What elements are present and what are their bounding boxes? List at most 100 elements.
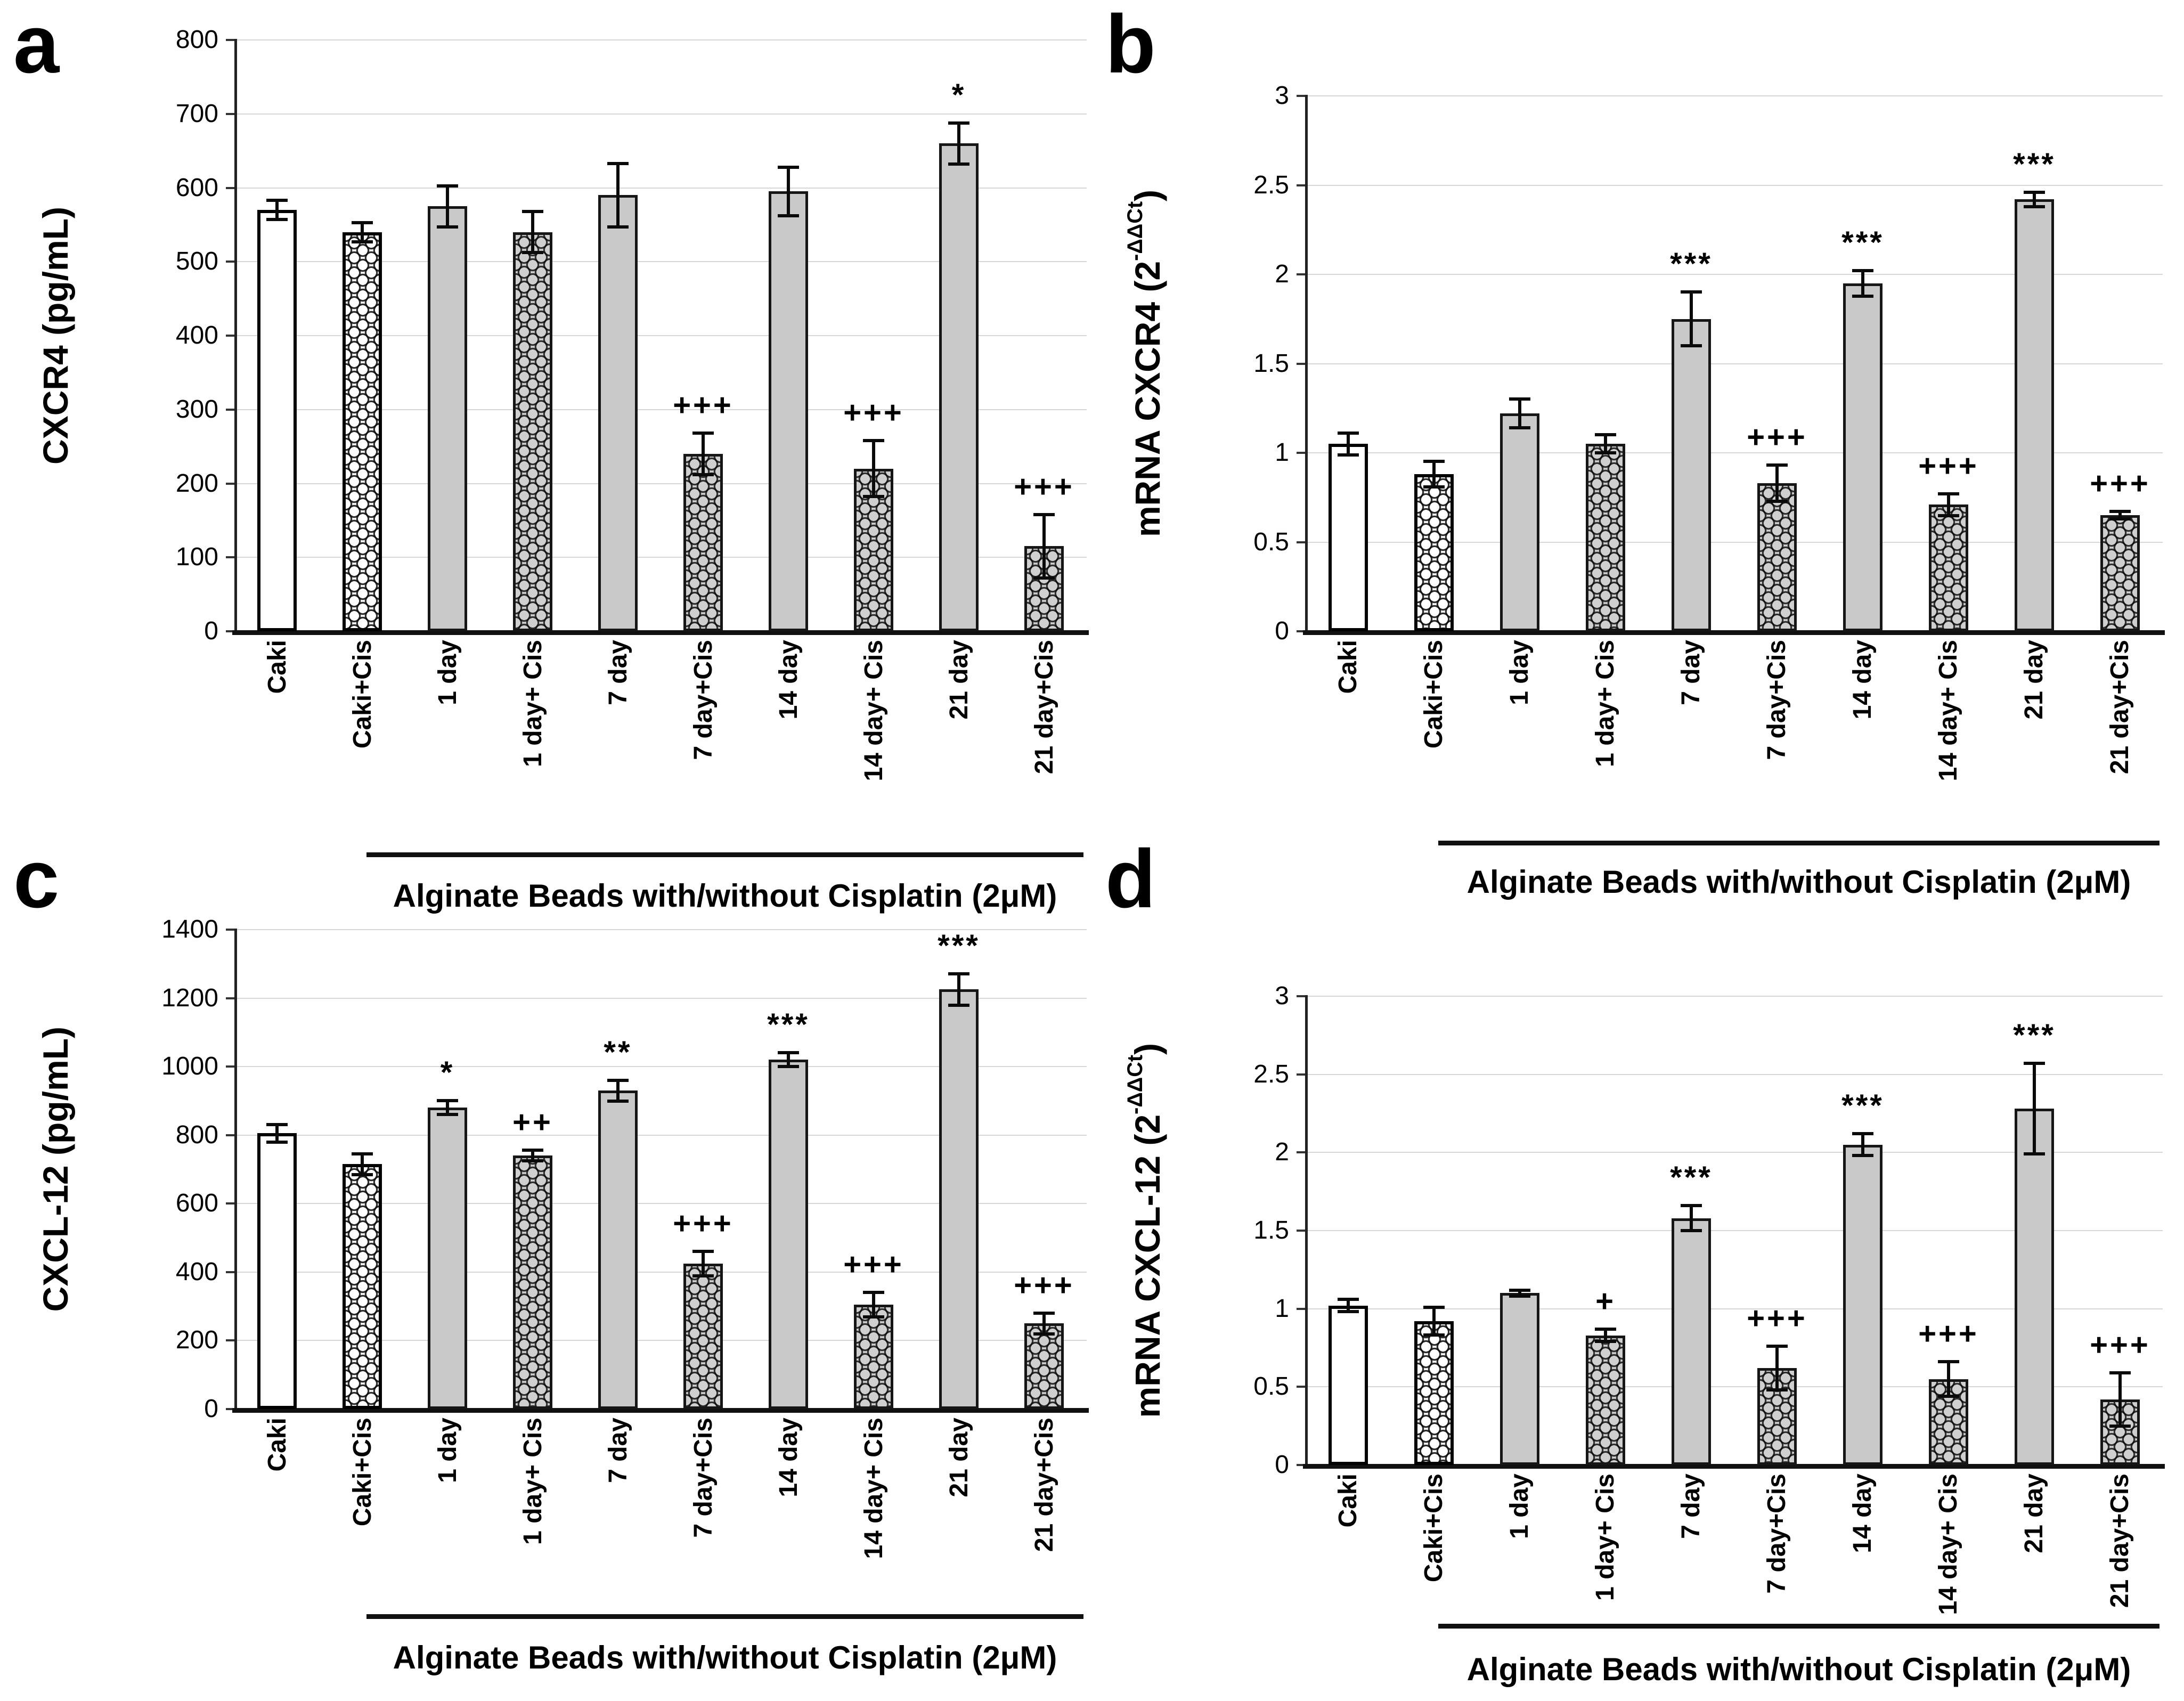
error-bar-cap-top: [352, 221, 373, 224]
error-bar-cap-top: [778, 1051, 799, 1054]
y-tick-mark: [1297, 363, 1305, 365]
y-axis-line: [1305, 95, 1308, 632]
y-axis-title-text: mRNA CXCL-12: [1127, 1155, 1167, 1418]
gridline: [234, 483, 1087, 484]
y-axis-line: [1305, 995, 1308, 1466]
significance-marker: ***: [938, 929, 980, 963]
y-tick-mark: [1297, 1464, 1305, 1466]
error-bar: [2033, 1062, 2036, 1155]
error-bar-cap-bottom: [1938, 1395, 1959, 1398]
error-bar: [702, 1250, 705, 1277]
bar-7-day-cis: [1757, 483, 1797, 631]
error-bar: [1518, 397, 1521, 429]
y-tick-mark: [1297, 1073, 1305, 1076]
error-bar: [1604, 1328, 1607, 1343]
bar-7-day: [598, 195, 638, 631]
y-tick-mark: [226, 929, 234, 931]
significance-marker: +++: [843, 1247, 904, 1282]
error-bar-cap-bottom: [1338, 1310, 1359, 1313]
significance-marker: *: [951, 78, 966, 112]
error-bar: [1690, 1204, 1693, 1232]
y-tick-mark: [226, 1202, 234, 1204]
y-tick-mark: [226, 1408, 234, 1410]
y-tick-mark: [226, 187, 234, 189]
x-category-label-text: 14 day+ Cis: [1934, 1474, 1962, 1615]
error-bar-cap-bottom: [2109, 1425, 2131, 1428]
error-bar-cap-bottom: [1595, 1340, 1616, 1343]
error-bar: [1347, 432, 1350, 457]
y-tick-label: 3: [1275, 982, 1289, 1010]
gridline: [234, 261, 1087, 262]
y-axis-unit-superscript: -ΔΔCt: [1123, 1055, 1147, 1115]
significance-marker: +++: [673, 388, 734, 422]
y-tick-label: 2.5: [1253, 1060, 1289, 1088]
gridline: [1305, 363, 2163, 364]
error-bar-cap-top: [1423, 460, 1445, 463]
panel-letter: b: [1105, 0, 1156, 90]
error-bar: [1518, 1289, 1521, 1298]
gridline: [234, 557, 1087, 558]
y-tick-label: 1200: [161, 984, 218, 1012]
y-tick-label: 300: [175, 395, 218, 424]
error-bar: [1432, 1306, 1436, 1337]
y-tick-mark: [226, 1339, 234, 1341]
error-bar-cap-top: [948, 121, 969, 125]
error-bar: [957, 972, 960, 1007]
error-bar-cap-top: [1681, 290, 1702, 294]
y-tick-mark: [226, 556, 234, 558]
error-bar-cap-bottom: [2109, 517, 2131, 520]
gridline: [234, 1135, 1087, 1136]
group-caption: Alginate Beads with/without Cisplatin (2…: [393, 878, 1057, 914]
error-bar-cap-top: [1595, 1328, 1616, 1331]
panel-letter: d: [1105, 833, 1156, 925]
y-tick-label: 800: [175, 1121, 218, 1149]
error-bar-cap-bottom: [1766, 500, 1788, 503]
error-bar: [1690, 290, 1693, 347]
y-tick-mark: [1297, 1151, 1305, 1153]
y-tick-mark: [1297, 995, 1305, 997]
y-tick-label: 0: [1275, 1451, 1289, 1479]
error-bar-cap-bottom: [1681, 1229, 1702, 1232]
panel-letter: c: [13, 833, 60, 925]
error-bar: [872, 1291, 875, 1319]
gridline: [1305, 1074, 2163, 1075]
y-tick-label: 1000: [161, 1052, 218, 1080]
y-tick-mark: [226, 1271, 234, 1273]
significance-marker: *: [440, 1055, 455, 1090]
error-bar: [1947, 492, 1950, 517]
bar-caki: [1329, 1306, 1368, 1465]
y-tick-label: 1400: [161, 915, 218, 943]
error-bar-cap-top: [2024, 1062, 2045, 1065]
error-bar: [275, 199, 279, 221]
error-bar-cap-bottom: [437, 1113, 458, 1116]
error-bar-cap-top: [1595, 433, 1616, 436]
y-tick-label: 500: [175, 247, 218, 275]
x-category-label: 7 day: [1648, 1474, 1734, 1607]
bar-14-day-cis: [1929, 504, 1968, 631]
y-tick-label: 2: [1275, 260, 1289, 288]
y-tick-label: 100: [175, 543, 218, 571]
bar-caki-cis: [343, 1164, 382, 1409]
gridline: [234, 409, 1087, 410]
gridline: [1305, 542, 2163, 543]
y-tick-label: 2.5: [1253, 171, 1289, 199]
x-category-label-text: 7 day+Cis: [1763, 1474, 1791, 1594]
error-bar-cap-top: [607, 162, 629, 165]
gridline: [234, 39, 1087, 40]
y-tick-mark: [226, 483, 234, 485]
significance-marker: +++: [1014, 1268, 1074, 1303]
gridline: [234, 929, 1087, 930]
error-bar: [1861, 269, 1864, 298]
panel-letter: a: [13, 0, 60, 90]
y-tick-mark: [1297, 273, 1305, 275]
bar-21-day: [939, 989, 979, 1409]
error-bar: [1042, 1312, 1046, 1336]
y-tick-mark: [226, 39, 234, 41]
error-bar-cap-top: [1033, 513, 1055, 516]
y-tick-mark: [226, 1065, 234, 1068]
error-bar-cap-top: [266, 1123, 288, 1126]
bar-caki: [257, 210, 297, 631]
